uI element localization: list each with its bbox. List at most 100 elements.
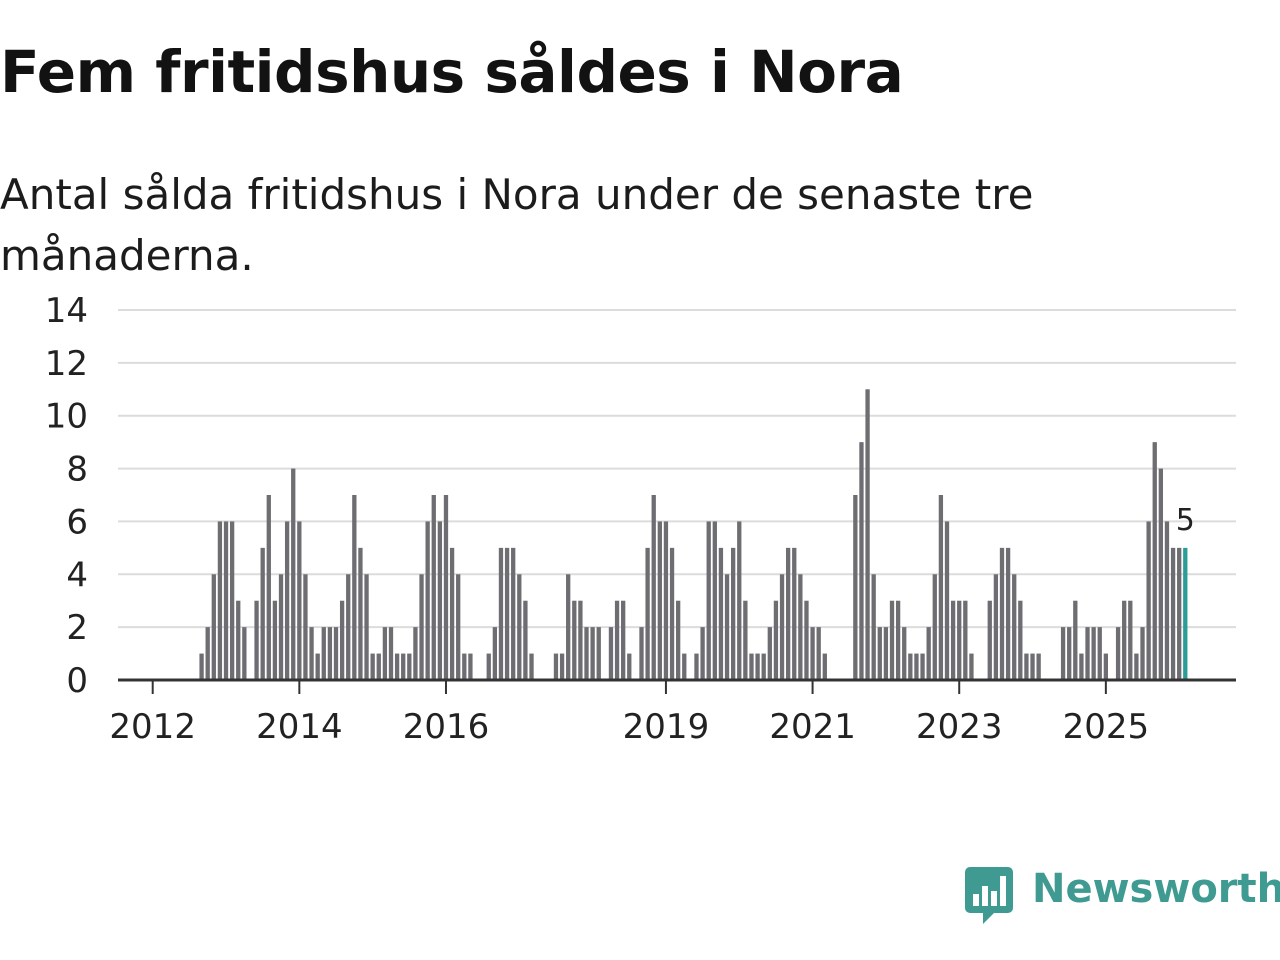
bar xyxy=(993,574,999,680)
bar xyxy=(382,627,388,680)
bar xyxy=(663,521,669,680)
bar xyxy=(950,600,956,680)
bar xyxy=(737,521,742,680)
bar xyxy=(431,495,436,680)
bar xyxy=(1140,627,1145,680)
bar xyxy=(706,521,711,680)
bar xyxy=(590,627,595,680)
bar xyxy=(468,653,473,680)
bar xyxy=(908,653,913,680)
bar xyxy=(1018,600,1023,680)
y-tick-label: 0 xyxy=(66,661,88,701)
bar xyxy=(694,653,699,680)
bar xyxy=(333,627,339,680)
bar xyxy=(932,574,937,680)
bar xyxy=(614,600,620,680)
bar xyxy=(284,521,290,680)
bar xyxy=(229,521,235,680)
bar xyxy=(394,653,400,680)
bar xyxy=(999,547,1005,680)
bar xyxy=(865,389,870,680)
bar xyxy=(926,627,931,680)
x-tick-label: 2012 xyxy=(109,707,196,747)
bar xyxy=(853,495,858,680)
bar xyxy=(1067,627,1072,680)
bar xyxy=(761,653,766,680)
x-axis-ticks: 2012 2014 2016 2019 2021 2023 2025 xyxy=(109,680,1149,747)
newsworthy-logo[interactable]: Newsworthy xyxy=(962,864,1280,928)
bar xyxy=(724,574,730,680)
bar xyxy=(211,574,216,680)
x-tick-label: 2021 xyxy=(769,707,856,747)
bar xyxy=(969,653,974,680)
bar xyxy=(376,653,381,680)
bar xyxy=(700,627,705,680)
y-tick-label: 2 xyxy=(66,608,88,648)
bar xyxy=(816,627,821,680)
x-tick-label: 2025 xyxy=(1063,707,1150,747)
bar xyxy=(413,627,418,680)
bar xyxy=(889,600,895,680)
bar xyxy=(1036,653,1041,680)
bar xyxy=(517,574,522,680)
bar xyxy=(1079,653,1084,680)
bar xyxy=(1085,627,1090,680)
bar xyxy=(419,574,424,680)
bar xyxy=(449,547,455,680)
bar xyxy=(895,600,901,680)
bar xyxy=(859,442,864,680)
bar xyxy=(1097,627,1102,680)
x-tick-label: 2016 xyxy=(403,707,490,747)
chart-subtitle: Antal sålda fritidshus i Nora under de s… xyxy=(0,170,1034,280)
bar xyxy=(627,653,632,680)
bar xyxy=(1005,547,1011,680)
bar xyxy=(1024,653,1029,680)
bar xyxy=(572,600,577,680)
bar xyxy=(511,547,516,680)
y-tick-label: 6 xyxy=(66,502,88,542)
bar xyxy=(1177,547,1182,680)
bar xyxy=(1060,627,1066,680)
bar xyxy=(883,627,889,680)
data-labels: 5 xyxy=(1176,503,1195,538)
bar xyxy=(321,627,326,680)
bar xyxy=(1170,547,1176,680)
bar xyxy=(1152,442,1157,680)
y-tick-label: 12 xyxy=(45,344,88,384)
bar xyxy=(498,547,504,680)
bar xyxy=(339,600,345,680)
bar xyxy=(1128,600,1133,680)
bar xyxy=(217,521,223,680)
bar xyxy=(957,600,962,680)
bar xyxy=(779,574,785,680)
bar xyxy=(401,653,406,680)
bar xyxy=(822,653,827,680)
bar xyxy=(559,653,565,680)
bar xyxy=(443,495,449,680)
bar xyxy=(504,547,510,680)
y-tick-label: 10 xyxy=(45,397,88,437)
logo-text: Newsworthy xyxy=(1032,866,1280,912)
bar xyxy=(462,653,467,680)
bar xyxy=(944,521,950,680)
bar xyxy=(1115,627,1121,680)
bar xyxy=(303,574,308,680)
last-value-label: 5 xyxy=(1176,503,1195,538)
bar xyxy=(456,574,461,680)
bar xyxy=(987,600,992,680)
bar xyxy=(425,521,430,680)
bar xyxy=(645,547,650,680)
bar xyxy=(810,627,815,680)
bar xyxy=(676,600,681,680)
bar xyxy=(346,574,351,680)
bar xyxy=(223,521,229,680)
bar xyxy=(639,627,644,680)
bar xyxy=(712,521,717,680)
bar xyxy=(297,521,302,680)
bar xyxy=(1012,574,1017,680)
bar xyxy=(566,574,571,680)
bar xyxy=(963,600,968,680)
bar xyxy=(871,574,876,680)
bar xyxy=(718,547,724,680)
